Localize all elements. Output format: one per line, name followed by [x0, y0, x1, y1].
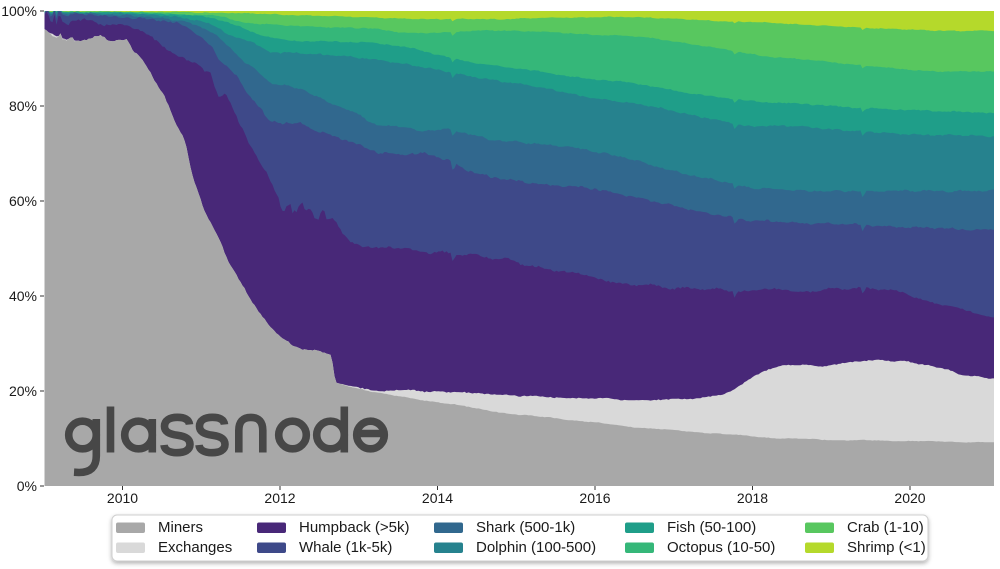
svg-text:20%: 20% [9, 383, 37, 399]
svg-text:2020: 2020 [894, 490, 925, 506]
svg-text:Crab (1-10): Crab (1-10) [847, 519, 924, 536]
svg-text:Miners: Miners [158, 519, 203, 536]
svg-text:0%: 0% [17, 478, 37, 494]
svg-text:Shrimp (<1): Shrimp (<1) [847, 539, 926, 556]
svg-text:2010: 2010 [107, 490, 138, 506]
svg-text:Dolphin (100-500): Dolphin (100-500) [476, 539, 596, 556]
svg-text:80%: 80% [9, 98, 37, 114]
svg-text:100%: 100% [1, 3, 37, 19]
svg-text:Whale (1k-5k): Whale (1k-5k) [299, 539, 392, 556]
svg-text:2012: 2012 [264, 490, 295, 506]
svg-text:2016: 2016 [579, 490, 610, 506]
svg-text:Exchanges: Exchanges [158, 539, 232, 556]
svg-text:Octopus (10-50): Octopus (10-50) [667, 539, 775, 556]
svg-text:40%: 40% [9, 288, 37, 304]
svg-text:2018: 2018 [737, 490, 768, 506]
svg-text:2014: 2014 [422, 490, 453, 506]
svg-text:Shark (500-1k): Shark (500-1k) [476, 519, 575, 536]
svg-text:Humpback (>5k): Humpback (>5k) [299, 519, 409, 536]
svg-text:Fish (50-100): Fish (50-100) [667, 519, 756, 536]
svg-text:60%: 60% [9, 193, 37, 209]
